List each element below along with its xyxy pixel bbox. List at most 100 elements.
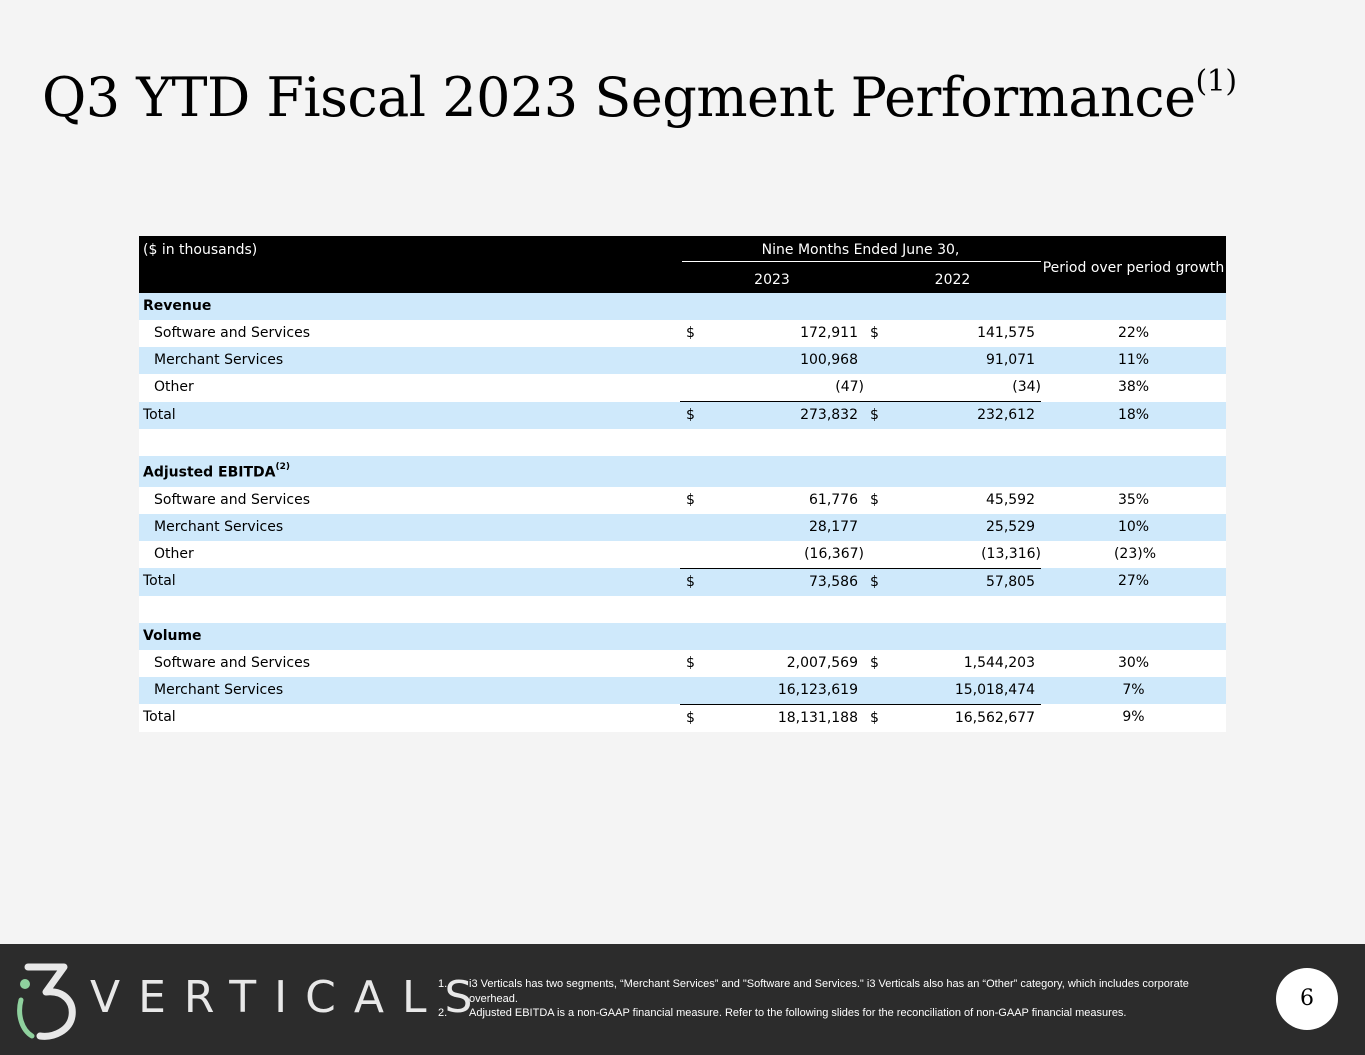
value-2023: 16,123,619	[700, 676, 864, 705]
currency-symbol: $	[864, 568, 884, 596]
table-row: Total $ 273,832 $ 232,612 18%	[139, 401, 1226, 429]
row-label: Merchant Services	[139, 513, 680, 541]
currency-symbol	[680, 540, 700, 569]
growth-value: 9%	[1041, 704, 1226, 732]
value-2022: 1,544,203	[884, 649, 1041, 677]
currency-symbol: $	[680, 401, 700, 429]
row-label: Other	[139, 540, 680, 569]
currency-symbol	[864, 374, 884, 402]
currency-symbol: $	[864, 486, 884, 514]
growth-value: 35%	[1041, 486, 1226, 514]
growth-value: 30%	[1041, 649, 1226, 677]
row-label: Software and Services	[139, 320, 680, 347]
year-2022-header: 2022	[864, 264, 1041, 293]
growth-value: 27%	[1041, 568, 1226, 596]
value-2023: 172,911	[700, 320, 864, 347]
footnote-item: 2. Adjusted EBITDA is a non-GAAP financia…	[436, 1006, 1226, 1021]
row-label: Total	[139, 568, 680, 596]
value-2022: 141,575	[884, 320, 1041, 347]
i3-logo-mark-icon	[17, 963, 76, 1040]
section-heading-row: Revenue	[139, 293, 1226, 320]
logo-wordmark: VERTICALS	[90, 972, 491, 1023]
row-label: Software and Services	[139, 649, 680, 677]
section-heading-row: Adjusted EBITDA(2)	[139, 456, 1226, 487]
value-2023: 273,832	[700, 401, 864, 429]
segment-performance-table: ($ in thousands) Nine Months Ended June …	[139, 236, 1226, 732]
spacer-row	[139, 595, 1226, 623]
growth-value: 7%	[1041, 676, 1226, 705]
row-label: Other	[139, 374, 680, 402]
value-2023: 2,007,569	[700, 649, 864, 677]
currency-symbol: $	[680, 568, 700, 596]
value-2022: 16,562,677	[884, 704, 1041, 732]
period-header: Nine Months Ended June 30,	[680, 236, 1041, 264]
growth-value: 10%	[1041, 513, 1226, 541]
currency-symbol: $	[864, 649, 884, 677]
value-2023: 100,968	[700, 347, 864, 374]
currency-symbol	[680, 347, 700, 374]
value-2023: 73,586	[700, 568, 864, 596]
value-2022: 91,071	[884, 347, 1041, 374]
value-2022: (34)	[884, 374, 1041, 402]
units-label: ($ in thousands)	[139, 236, 680, 293]
value-2022: (13,316)	[884, 540, 1041, 569]
footnote-text: i3 Verticals has two segments, “Merchant…	[469, 978, 1189, 1005]
spacer-row	[139, 429, 1226, 456]
row-label: Merchant Services	[139, 347, 680, 374]
value-2023: 28,177	[700, 513, 864, 541]
page-title-text: Q3 YTD Fiscal 2023 Segment Performance	[42, 66, 1196, 129]
row-label: Merchant Services	[139, 676, 680, 705]
growth-value: (23)%	[1041, 540, 1226, 569]
footnote-number: 2.	[438, 1007, 448, 1019]
currency-symbol: $	[680, 320, 700, 347]
table-row: Software and Services $ 61,776 $ 45,592 …	[139, 486, 1226, 514]
table-row: Total $ 18,131,188 $ 16,562,677 9%	[139, 704, 1226, 732]
footnote-item: 1. i3 Verticals has two segments, “Mercha…	[436, 977, 1226, 1006]
row-label: Total	[139, 401, 680, 429]
row-label: Software and Services	[139, 486, 680, 514]
footnote-text: Adjusted EBITDA is a non-GAAP financial …	[469, 1007, 1127, 1019]
value-2023: (16,367)	[700, 540, 864, 569]
currency-symbol	[680, 676, 700, 705]
table-row: Merchant Services 16,123,619 15,018,474 …	[139, 676, 1226, 705]
currency-symbol: $	[680, 649, 700, 677]
value-2022: 57,805	[884, 568, 1041, 596]
currency-symbol	[864, 513, 884, 541]
currency-symbol	[680, 513, 700, 541]
currency-symbol: $	[864, 401, 884, 429]
section-heading-row: Volume	[139, 622, 1226, 650]
year-2023-header: 2023	[680, 264, 864, 293]
currency-symbol: $	[680, 486, 700, 514]
table-row: Other (16,367) (13,316) (23)%	[139, 540, 1226, 569]
currency-symbol	[680, 374, 700, 402]
growth-header: Period over period growth	[1041, 236, 1226, 293]
value-2022: 232,612	[884, 401, 1041, 429]
page-title: Q3 YTD Fiscal 2023 Segment Performance(1…	[42, 48, 1237, 138]
title-footnote-ref: (1)	[1195, 64, 1238, 99]
period-label: Nine Months Ended June 30,	[761, 242, 960, 258]
footer-bar	[0, 944, 1365, 1055]
row-label: Total	[139, 704, 680, 732]
currency-symbol	[864, 347, 884, 374]
footnote-number: 1.	[438, 978, 448, 990]
table-body: Revenue Software and Services $ 172,911 …	[139, 293, 1226, 732]
growth-value: 38%	[1041, 374, 1226, 402]
currency-symbol	[864, 540, 884, 569]
value-2023: (47)	[700, 374, 864, 402]
table-row: Other (47) (34) 38%	[139, 374, 1226, 402]
growth-value: 18%	[1041, 401, 1226, 429]
table-row: Merchant Services 100,968 91,071 11%	[139, 347, 1226, 374]
growth-value: 11%	[1041, 347, 1226, 374]
section-heading-adjusted-ebitda: Adjusted EBITDA(2)	[139, 456, 1226, 487]
value-2023: 61,776	[700, 486, 864, 514]
ebitda-footnote-ref: (2)	[275, 462, 291, 472]
table-row: Software and Services $ 172,911 $ 141,57…	[139, 320, 1226, 347]
value-2023: 18,131,188	[700, 704, 864, 732]
currency-symbol: $	[680, 704, 700, 732]
currency-symbol: $	[864, 320, 884, 347]
value-2022: 15,018,474	[884, 676, 1041, 705]
table-row: Merchant Services 28,177 25,529 10%	[139, 513, 1226, 541]
currency-symbol	[864, 676, 884, 705]
table-header: ($ in thousands) Nine Months Ended June …	[139, 236, 1226, 293]
value-2022: 45,592	[884, 486, 1041, 514]
